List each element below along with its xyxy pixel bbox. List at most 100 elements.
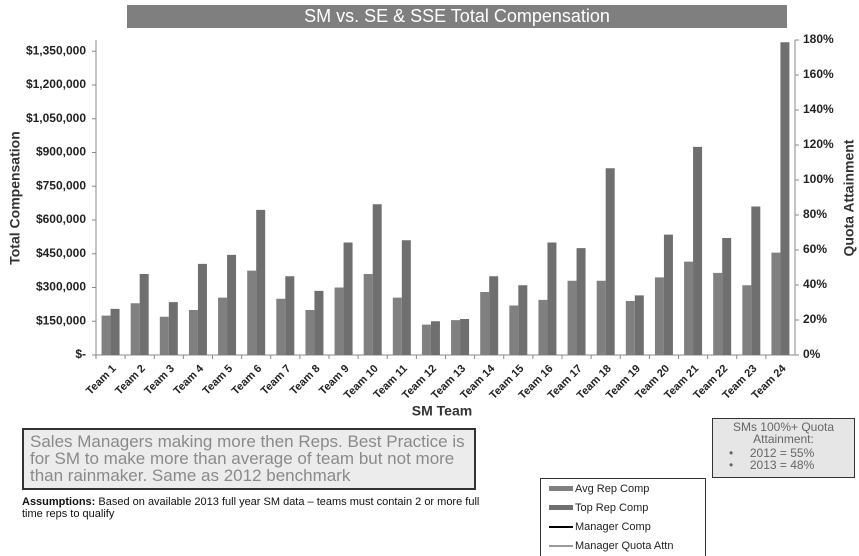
bar (401, 240, 411, 355)
bar (567, 280, 577, 355)
bar (460, 319, 470, 355)
bar (168, 302, 178, 355)
bar (110, 308, 120, 355)
bar (518, 285, 528, 355)
bar (139, 274, 149, 355)
bar (654, 277, 664, 355)
y-tick-label: $750,000 (36, 178, 86, 192)
x-tick-label: Team 5 (201, 363, 236, 398)
bar (576, 248, 586, 355)
x-tick-label: Team 6 (230, 363, 265, 398)
quota-box: SMs 100%+ Quota Attainment: • 2012 = 55%… (712, 418, 855, 478)
legend-swatch (549, 544, 573, 547)
y2-tick-label: 100% (803, 172, 834, 186)
legend-swatch (549, 486, 573, 491)
bar (684, 261, 694, 355)
y-tick-label: $150,000 (36, 313, 86, 327)
y2-tick-label: 40% (803, 277, 827, 291)
bar (256, 209, 266, 355)
bar (605, 168, 615, 355)
y2-axis-title: Quota Attainment (841, 139, 857, 256)
bar (188, 310, 198, 355)
legend-label: Manager Quota Attn (575, 539, 674, 552)
legend-label: Avg Rep Comp (575, 482, 650, 495)
bar (509, 305, 519, 355)
bar (314, 290, 324, 355)
bar (227, 254, 237, 355)
x-tick-label: Team 3 (142, 363, 177, 398)
legend-label: Top Rep Comp (575, 501, 649, 514)
y2-tick-label: 160% (803, 67, 834, 81)
bar (596, 280, 606, 355)
y2-tick-label: 180% (803, 32, 834, 46)
bar (197, 263, 207, 355)
bar (305, 310, 315, 355)
bar (547, 242, 557, 355)
bar (276, 298, 286, 355)
x-axis-title: SM Team (412, 403, 472, 419)
bar (771, 252, 781, 355)
bar (722, 238, 732, 355)
title-bar (127, 5, 787, 28)
x-tick-label: Team 8 (288, 363, 323, 398)
y-tick-label: $1,200,000 (26, 77, 86, 91)
legend-swatch (549, 505, 573, 510)
bar (489, 276, 499, 355)
bar (451, 320, 461, 355)
bar (780, 42, 790, 355)
quota-item: • 2012 = 55% (729, 446, 815, 460)
legend-entry: Manager Comp (541, 517, 705, 536)
y2-tick-label: 20% (803, 312, 827, 326)
y-tick-label: $900,000 (36, 145, 86, 159)
y-tick-label: $- (75, 347, 86, 361)
y2-tick-label: 0% (803, 347, 821, 361)
quota-box-title: SMs 100%+ Quota Attainment: (732, 420, 835, 446)
quota-item-text: 2013 = 48% (749, 458, 815, 472)
bar (159, 316, 169, 355)
bar (480, 292, 490, 355)
assumptions: Assumptions: Based on available 2013 ful… (22, 496, 482, 520)
bar (538, 299, 548, 355)
assumptions-label: Assumptions: (22, 496, 96, 508)
y2-tick-label: 140% (803, 102, 834, 116)
bar (742, 285, 752, 355)
y2-tick-label: 60% (803, 242, 827, 256)
bar (363, 274, 373, 355)
quota-item-text: 2012 = 55% (749, 446, 815, 460)
legend-entry: Avg Rep Comp (541, 479, 705, 498)
x-tick-label: Team 7 (259, 363, 294, 398)
bar (334, 287, 344, 355)
bar (751, 206, 761, 355)
y-tick-label: $300,000 (36, 280, 86, 294)
y-tick-label: $1,050,000 (26, 111, 86, 125)
x-tick-label: Team 4 (171, 362, 206, 397)
legend-label: Manager Comp (575, 520, 651, 533)
x-tick-label: Team 2 (113, 363, 148, 398)
bar (372, 204, 382, 355)
bar (218, 297, 228, 355)
y-tick-label: $600,000 (36, 212, 86, 226)
chart-title: SM vs. SE & SSE Total Compensation (304, 6, 610, 26)
bar (130, 303, 140, 355)
bar (285, 276, 295, 355)
y-tick-label: $450,000 (36, 246, 86, 260)
legend-swatch (549, 525, 573, 528)
bar (625, 301, 635, 355)
bar (392, 297, 402, 355)
y-tick-label: $1,350,000 (26, 43, 86, 57)
x-tick-label: Team 1 (84, 363, 119, 398)
assumptions-text: Based on available 2013 full year SM dat… (22, 496, 480, 520)
bar (421, 324, 431, 355)
bar (430, 321, 440, 355)
bar (247, 270, 257, 355)
bar (713, 272, 723, 355)
bar (101, 315, 111, 355)
bar (634, 295, 644, 355)
y2-tick-label: 120% (803, 137, 834, 151)
y-axis-title: Total Compensation (7, 131, 23, 265)
bar (663, 234, 673, 355)
y2-tick-label: 80% (803, 207, 827, 221)
bar (343, 242, 353, 355)
